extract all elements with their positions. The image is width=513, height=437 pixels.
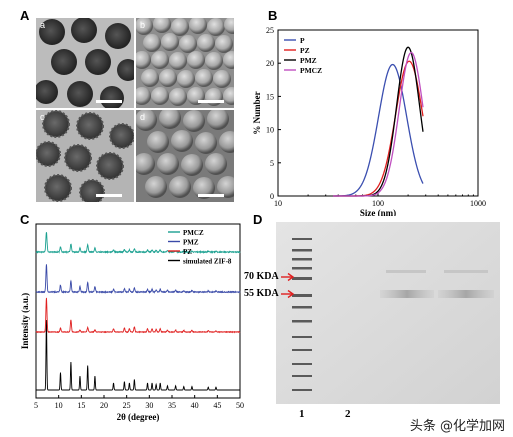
y-axis-label: Intensity (a.u.) xyxy=(20,293,30,349)
y-axis-label: % Number xyxy=(252,91,262,134)
y-tick-label: 20 xyxy=(266,59,274,68)
xrd-line-simulated-zif8 xyxy=(36,319,240,391)
marker-label-55: 55 KDA xyxy=(244,288,279,299)
lane-label-2: 2 xyxy=(345,408,351,420)
legend-label: simulated ZIF-8 xyxy=(183,258,232,266)
series-line-p xyxy=(333,63,424,197)
marker-label-70: 70 KDA xyxy=(244,271,279,282)
x-tick-label: 10 xyxy=(55,401,63,410)
legend-label: PMCZ xyxy=(300,66,322,75)
arrow-right-icon xyxy=(281,272,295,282)
xrd-line-pz xyxy=(35,297,241,334)
y-tick-label: 15 xyxy=(266,92,274,101)
sem-particles-d xyxy=(136,110,234,199)
y-tick-label: 10 xyxy=(266,126,274,135)
x-axis-label: 2θ (degree) xyxy=(117,412,160,422)
x-tick-label: 1000 xyxy=(470,199,486,208)
tem-image-a: a xyxy=(36,18,134,108)
xrd-line-pmz xyxy=(35,264,241,294)
scale-bar xyxy=(198,100,224,103)
subpanel-label-d: d xyxy=(140,112,146,122)
xrd-line-pmcz xyxy=(35,232,241,255)
legend-label: PMCZ xyxy=(183,229,204,237)
scale-bar xyxy=(96,100,122,103)
gel-image xyxy=(276,222,500,404)
legend-label: P xyxy=(300,36,305,45)
sem-particles-b xyxy=(136,18,234,106)
panel-label-d: D xyxy=(253,212,263,227)
x-tick-label: 100 xyxy=(372,199,384,208)
tem-particles-c xyxy=(36,110,134,202)
subpanel-label-b: b xyxy=(140,20,146,30)
series-line-pz xyxy=(333,60,424,197)
x-tick-label: 25 xyxy=(123,401,131,410)
panel-label-c: C xyxy=(20,212,30,227)
sem-image-d: d xyxy=(136,110,234,202)
scale-bar xyxy=(198,194,224,197)
panel-label-b: B xyxy=(268,8,278,23)
x-tick-label: 40 xyxy=(191,401,199,410)
panel-label-a: A xyxy=(20,8,30,23)
arrow-right-icon xyxy=(281,289,295,299)
scale-bar xyxy=(96,194,122,197)
y-tick-label: 25 xyxy=(266,26,274,35)
subpanel-label-c: c xyxy=(40,112,45,122)
watermark: 头条 @化学加网 xyxy=(409,419,505,434)
plot-frame xyxy=(35,223,241,399)
tem-particles-a xyxy=(36,18,134,108)
lane-label-1: 1 xyxy=(299,408,305,420)
x-tick-label: 30 xyxy=(145,401,153,410)
x-tick-label: 15 xyxy=(77,401,85,410)
legend-label: PMZ xyxy=(183,239,199,247)
legend-label: PZ xyxy=(300,46,310,55)
y-tick-label: 0 xyxy=(270,192,274,201)
x-tick-label: 5 xyxy=(34,401,38,410)
x-tick-label: 50 xyxy=(236,401,244,410)
gel-bands xyxy=(276,222,500,404)
x-tick-label: 10 xyxy=(274,199,282,208)
x-tick-label: 20 xyxy=(100,401,108,410)
xrd-chart: 5 10 15 20 25 30 35 40 45 50 2θ (degree) Intensity … xyxy=(20,223,244,422)
series-line-pmcz xyxy=(333,51,424,197)
y-tick-label: 5 xyxy=(270,159,274,168)
tem-image-c: c xyxy=(36,110,134,202)
x-tick-label: 45 xyxy=(213,401,221,410)
legend-label: PZ xyxy=(183,248,192,256)
x-tick-label: 35 xyxy=(168,401,176,410)
x-axis-label: Size (nm) xyxy=(360,208,396,216)
legend-label: PMZ xyxy=(300,56,317,65)
sem-image-b: b xyxy=(136,18,234,108)
subpanel-label-a: a xyxy=(40,20,46,30)
